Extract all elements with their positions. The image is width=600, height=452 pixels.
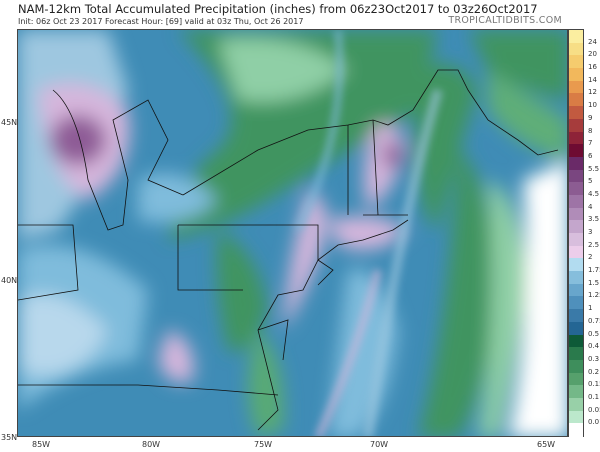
colorbar-label: 9: [588, 113, 593, 122]
lon-label: 75W: [254, 440, 273, 449]
map-subtitle: Init: 06z Oct 23 2017 Forecast Hour: [69…: [18, 17, 304, 26]
colorbar-label: 4: [588, 202, 593, 211]
colorbar-label: 16: [588, 63, 597, 72]
colorbar-label: 6: [588, 151, 593, 160]
colorbar-label: 5.5: [588, 164, 600, 173]
lat-label: 45N: [1, 118, 18, 127]
colorbar-label: 12: [588, 88, 597, 97]
colorbar-label: 7: [588, 139, 593, 148]
lon-label: 70W: [370, 440, 389, 449]
lon-label: 85W: [32, 440, 51, 449]
colorbar-label: 1.75: [588, 266, 600, 275]
lat-label: 35N: [1, 433, 18, 442]
precipitation-map: [17, 29, 568, 437]
colorbar-label: 0.4: [588, 342, 600, 351]
colorbar-label: 0.75: [588, 316, 600, 325]
colorbar-label: 20: [588, 50, 597, 59]
map-title: NAM-12km Total Accumulated Precipitation…: [18, 2, 538, 16]
lon-label: 65W: [537, 440, 556, 449]
colorbar-label: 1.25: [588, 291, 600, 300]
colorbar-segment: [569, 423, 583, 437]
colorbar-label: 0.1: [588, 392, 600, 401]
colorbar-label: 0.05: [588, 405, 600, 414]
colorbar-label: 0.2: [588, 367, 600, 376]
lon-label: 80W: [142, 440, 161, 449]
colorbar-label: 8: [588, 126, 593, 135]
colorbar-label: 1.5: [588, 278, 600, 287]
colorbar-label: 14: [588, 75, 597, 84]
colorbar-label: 5: [588, 177, 593, 186]
lat-label: 40N: [1, 276, 18, 285]
borders: [18, 69, 559, 431]
brand-watermark[interactable]: TROPICALTIDBITS.COM: [448, 15, 562, 26]
colorbar-label: 3: [588, 228, 593, 236]
colorbar-label: 1: [588, 304, 593, 313]
colorbar-label: 0.01: [588, 418, 600, 427]
colorbar-label: 24: [588, 37, 597, 46]
colorbar-label: 10: [588, 101, 597, 110]
colorbar-label: 0.5: [588, 329, 600, 338]
colorbar-label: 4.5: [588, 189, 600, 198]
colorbar-label: 2.5: [588, 240, 600, 249]
colorbar-label: 3.5: [588, 215, 600, 224]
colorbar: [568, 29, 584, 437]
colorbar-label: 2: [588, 253, 593, 262]
colorbar-label: 0.3: [588, 354, 600, 363]
colorbar-label: 0.15: [588, 380, 600, 389]
